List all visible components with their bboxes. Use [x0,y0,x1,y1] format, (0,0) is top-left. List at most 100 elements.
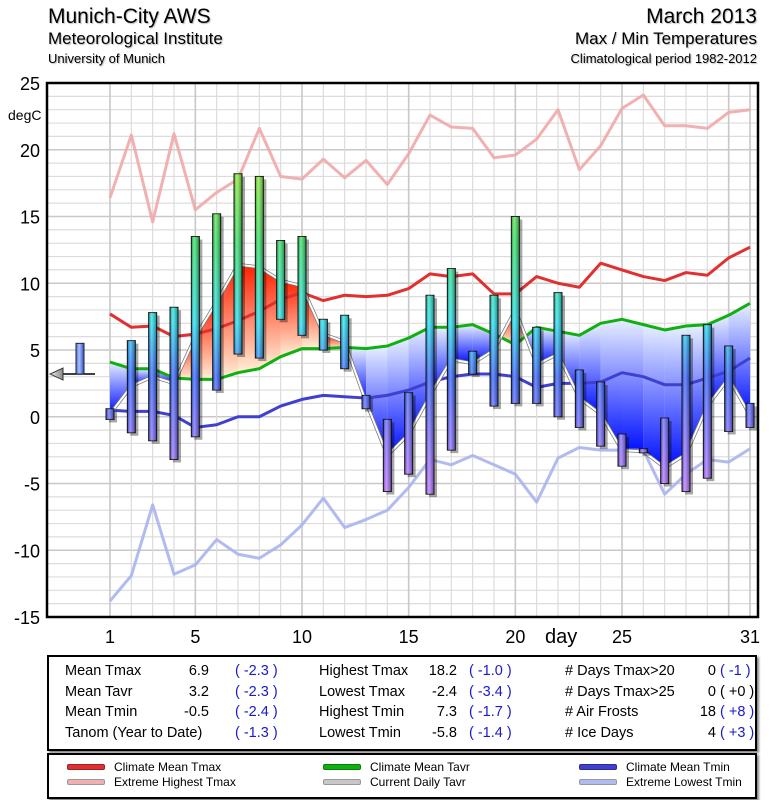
stat-anomaly: ( -1.0 ) [469,663,512,679]
stat-anomaly: ( -2.4 ) [235,704,278,720]
stat-value: 6.9 [188,663,209,679]
legend-label: Climate Mean Tmax [114,760,222,774]
bar-highlight [170,307,178,460]
stat-value: -0.5 [184,704,209,720]
stat-value: 0 [707,663,716,679]
warm-anomaly-area [195,301,217,380]
bar-highlight [554,292,562,417]
cold-anomaly-area [579,323,601,415]
stat-anomaly: ( -3.4 ) [469,683,512,700]
cold-anomaly-area [387,337,409,456]
cold-anomaly-area [686,324,708,455]
legend-label: Extreme Lowest Tmin [626,775,742,789]
legend-label: Extreme Highest Tmax [114,775,236,789]
stat-value: 4 [707,724,716,741]
legend-swatch [579,764,617,770]
cold-anomaly-area [643,324,665,468]
statistics-panel: Mean Tmax 6.9 ( -2.3 ) Mean Tavr 3.2 ( -2.3 )… [47,655,757,751]
stat-value: 0 [707,683,716,700]
y-tick-label: 15 [20,208,40,228]
bar-highlight [639,448,648,453]
bar-highlight [362,395,370,409]
stat-label: Mean Tmax [65,663,142,679]
y-tick-label: 20 [20,141,40,161]
bar-shadow [642,451,651,456]
stat-value: -5.8 [432,724,457,741]
university-name: University of Munich [48,51,166,66]
cold-anomaly-area [451,324,473,364]
x-tick-label: 15 [399,627,419,647]
x-tick-label: 1 [105,627,115,647]
daily-bars [105,173,757,498]
bar-highlight [703,324,712,479]
bar-highlight [191,236,200,437]
cold-anomaly-area [131,368,153,387]
extreme-highest-tmax-line [108,93,751,224]
bar-highlight [404,392,413,475]
stat-label: Tanom (Year to Date) [65,724,203,741]
bar-highlight [127,340,136,433]
bar-highlight [724,345,733,432]
legend-swatch [67,764,105,770]
marker-arrow-icon [48,367,64,381]
bar-highlight [596,382,605,447]
bar-highlight [468,351,477,375]
legend-label: Climate Mean Tavr [370,760,470,774]
stat-anomaly: ( -1.7 ) [469,704,512,720]
climatological-period: Climatological period 1982-2012 [570,51,757,66]
stat-anomaly: ( -2.3 ) [235,663,278,679]
stat-label: Highest Tmin [319,704,405,720]
stat-anomaly: ( -1.4 ) [469,724,512,741]
bar-highlight [447,268,456,451]
y-tick-label: 25 [20,74,40,94]
bar-highlight [426,295,434,495]
bar-highlight [490,295,498,407]
stat-value: 7.3 [436,704,457,720]
legend: Climate Mean Tmax Climate Mean Tavr Climat… [47,753,757,799]
bar-highlight [746,403,754,428]
stat-value: 18 [699,704,716,720]
bar-highlight [276,240,285,320]
year-anomaly-marker [48,342,95,381]
warm-anomaly-area [238,264,260,373]
y-tick-label: 5 [30,341,40,361]
bar-highlight [340,315,349,369]
warm-anomaly-area [280,280,302,357]
x-tick-label: 31 [740,627,760,647]
cold-anomaly-area [664,325,686,468]
cold-anomaly-area [558,331,580,399]
bar-highlight [255,176,264,359]
legend-swatch [67,779,105,785]
bar-highlight [383,419,392,492]
y-tick-label: 10 [20,274,40,294]
x-tick-label: 20 [505,627,525,647]
legend-swatch [323,779,361,785]
bar-highlight [298,236,306,336]
y-tick-label: -10 [14,541,40,561]
stat-label: Lowest Tmin [319,724,401,741]
legend-swatch [579,779,617,785]
x-tick-label: 25 [612,627,632,647]
bar-highlight [212,213,221,391]
stat-value: 18.2 [428,663,457,679]
y-tick-label: -5 [24,475,40,495]
bar-highlight [319,319,328,350]
stat-label: Mean Tmin [65,704,138,720]
stat-anomaly: ( -2.3 ) [235,683,278,700]
bar-highlight [106,408,114,420]
stat-label: # Air Frosts [565,704,639,720]
stat-value: 3.2 [188,683,209,700]
stat-anomaly: ( +0 ) [720,683,755,700]
x-tick-label: 5 [190,627,200,647]
bar-highlight [511,216,520,404]
stat-label: Highest Tmax [319,663,409,679]
month-title: March 2013 [646,5,757,28]
bar-highlight [682,335,690,492]
bar-highlight [618,434,626,467]
cold-anomaly-area [408,327,430,435]
marker-bar [75,342,85,375]
bar-highlight [148,312,157,441]
stat-value: -2.4 [432,683,457,700]
x-axis-label: day [545,626,577,648]
